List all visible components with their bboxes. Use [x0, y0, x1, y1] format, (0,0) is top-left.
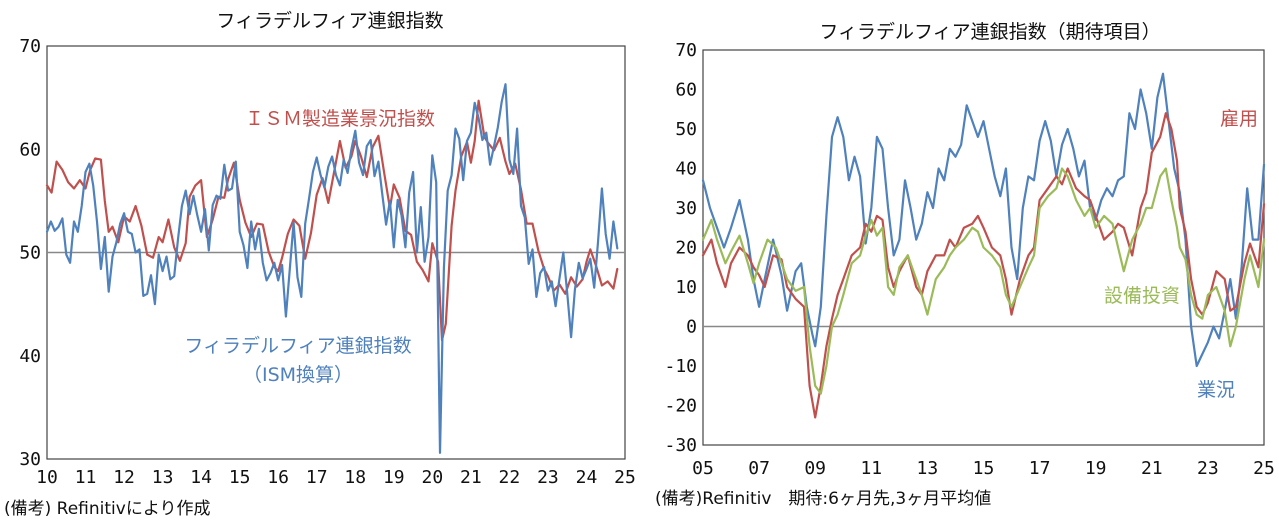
- lt-x-tick-4: 14: [190, 467, 212, 488]
- lt-x-tick-5: 15: [229, 467, 251, 488]
- rt-y-tick-9: 60: [675, 80, 697, 101]
- rt-x-tick-5: 15: [973, 458, 995, 479]
- lt-x-tick-9: 19: [383, 467, 405, 488]
- rt-y-tick-5: 20: [675, 238, 697, 259]
- left-chart-title: フィラデルフィア連銀指数: [216, 10, 443, 32]
- rt-x-tick-1: 07: [748, 458, 770, 479]
- lt-x-tick-1: 11: [75, 467, 97, 488]
- right-employment-label: 雇用: [1220, 108, 1258, 130]
- right-capex-label: 設備投資: [1104, 285, 1180, 307]
- right-x-tick-labels: 05 07 09 11 13 15 17 19 21 23 25: [692, 458, 1275, 479]
- rt-series-line-2: [701, 167, 1266, 395]
- lt-x-tick-13: 23: [537, 467, 559, 488]
- rt-y-tick-4: 10: [675, 277, 697, 298]
- rt-y-tick-7: 40: [675, 159, 697, 180]
- right-series-group: [701, 72, 1266, 419]
- lt-x-tick-11: 21: [460, 467, 482, 488]
- rt-series-line-0: [701, 72, 1266, 368]
- lt-y-tick-3: 60: [19, 139, 41, 160]
- left-philly-label: フィラデルフィア連銀指数: [184, 335, 411, 357]
- right-source-note: (備考)Refinitiv 期待:6ヶ月先,3ヶ月平均値: [655, 489, 991, 509]
- left-chart: フィラデルフィア連銀指数 30 40 50 60 70 10 11 12 13 14 15 16 17…: [4, 10, 636, 519]
- rt-series-line-1: [701, 112, 1266, 419]
- left-x-tick-labels: 10 11 12 13 14 15 16 17 18 19 20 21 22 23 24 25: [36, 467, 636, 488]
- lt-x-tick-15: 25: [614, 467, 636, 488]
- right-chart: フィラデルフィア連銀指数（期待項目） -30 -20 -10 0 10 20 30 40 50 6…: [655, 21, 1275, 509]
- lt-x-tick-10: 20: [421, 467, 443, 488]
- rt-y-tick-2: -10: [664, 356, 697, 377]
- rt-x-tick-4: 13: [917, 458, 939, 479]
- lt-x-tick-8: 18: [344, 467, 366, 488]
- lt-y-tick-4: 70: [19, 36, 41, 57]
- left-source-note: (備考) Refinitivにより作成: [4, 499, 211, 519]
- lt-y-tick-0: 30: [19, 449, 41, 470]
- rt-y-tick-0: -30: [664, 435, 697, 456]
- rt-x-tick-9: 23: [1197, 458, 1219, 479]
- left-y-tick-labels: 30 40 50 60 70: [19, 36, 41, 470]
- rt-y-tick-6: 30: [675, 198, 697, 219]
- rt-x-tick-7: 19: [1085, 458, 1107, 479]
- left-series-group: [45, 83, 619, 454]
- lt-x-tick-7: 17: [306, 467, 328, 488]
- rt-x-tick-0: 05: [692, 458, 714, 479]
- rt-x-tick-8: 21: [1141, 458, 1163, 479]
- rt-y-tick-8: 50: [675, 119, 697, 140]
- rt-y-tick-3: 0: [686, 317, 697, 338]
- lt-x-tick-12: 22: [499, 467, 521, 488]
- left-ism-label: ＩＳＭ製造業景況指数: [245, 108, 435, 130]
- rt-x-tick-10: 25: [1253, 458, 1275, 479]
- rt-x-tick-2: 09: [804, 458, 826, 479]
- lt-x-tick-2: 12: [113, 467, 135, 488]
- rt-y-tick-1: -20: [664, 396, 697, 417]
- lt-x-tick-14: 24: [576, 467, 598, 488]
- right-chart-title: フィラデルフィア連銀指数（期待項目）: [819, 21, 1160, 43]
- rt-x-tick-6: 17: [1029, 458, 1051, 479]
- left-philly-label-sub: （ISM換算）: [243, 364, 353, 386]
- lt-x-tick-6: 16: [267, 467, 289, 488]
- lt-y-tick-1: 40: [19, 346, 41, 367]
- rt-y-tick-10: 70: [675, 40, 697, 61]
- lt-series-line-0: [45, 99, 619, 342]
- lt-y-tick-2: 50: [19, 243, 41, 264]
- lt-x-tick-0: 10: [36, 467, 58, 488]
- lt-series-line-1: [45, 83, 619, 454]
- lt-x-tick-3: 13: [152, 467, 174, 488]
- rt-x-tick-3: 11: [860, 458, 882, 479]
- right-y-tick-labels: -30 -20 -10 0 10 20 30 40 50 60 70: [664, 40, 697, 456]
- right-business-label: 業況: [1197, 379, 1235, 401]
